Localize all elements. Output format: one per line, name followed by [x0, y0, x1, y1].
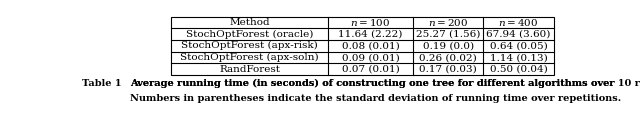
Text: $n = $100: $n = $100: [351, 17, 391, 28]
Text: Method: Method: [229, 18, 270, 27]
Text: 0.08 (0.01): 0.08 (0.01): [342, 41, 399, 50]
Text: Numbers in parentheses indicate the standard deviation of running time over repe: Numbers in parentheses indicate the stan…: [129, 94, 621, 103]
Text: 67.94 (3.60): 67.94 (3.60): [486, 30, 551, 39]
Text: StochOptForest (apx-risk): StochOptForest (apx-risk): [181, 41, 318, 51]
Text: 0.50 (0.04): 0.50 (0.04): [490, 65, 548, 74]
Text: $n = $400: $n = $400: [499, 17, 539, 28]
Text: 0.64 (0.05): 0.64 (0.05): [490, 41, 548, 50]
Text: Average running time (in seconds) of constructing one tree for different algorit: Average running time (in seconds) of con…: [129, 79, 640, 88]
Text: 0.26 (0.02): 0.26 (0.02): [419, 53, 477, 62]
Text: RandForest: RandForest: [220, 65, 280, 74]
Text: 0.19 (0.0): 0.19 (0.0): [422, 41, 474, 50]
Text: 11.64 (2.22): 11.64 (2.22): [339, 30, 403, 39]
Text: 25.27 (1.56): 25.27 (1.56): [416, 30, 480, 39]
Bar: [172, 17, 554, 75]
Text: $n = $200: $n = $200: [428, 17, 468, 28]
Text: Table 1: Table 1: [81, 79, 121, 88]
Text: StochOptForest (oracle): StochOptForest (oracle): [186, 30, 314, 39]
Text: Average running time (in seconds) of constructing one tree for different algorit: Average running time (in seconds) of con…: [129, 79, 618, 88]
Text: 1.14 (0.13): 1.14 (0.13): [490, 53, 548, 62]
Text: 0.07 (0.01): 0.07 (0.01): [342, 65, 399, 74]
Text: StochOptForest (apx-soln): StochOptForest (apx-soln): [180, 53, 319, 62]
Text: 0.09 (0.01): 0.09 (0.01): [342, 53, 399, 62]
Text: 0.17 (0.03): 0.17 (0.03): [419, 65, 477, 74]
